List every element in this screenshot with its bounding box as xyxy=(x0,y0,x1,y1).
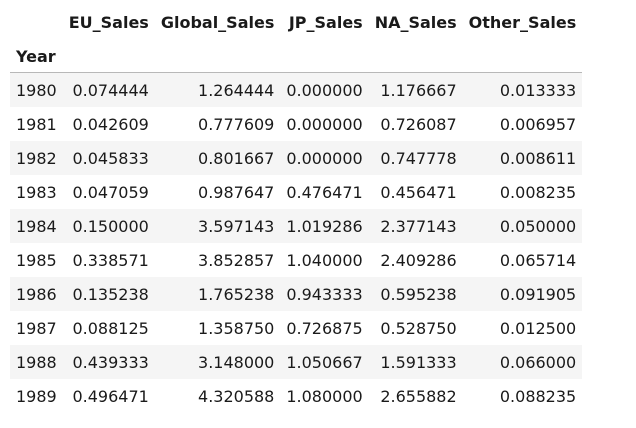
column-header-jp-sales: JP_Sales xyxy=(288,12,363,32)
header-corner xyxy=(10,4,63,40)
index-name: Year xyxy=(10,40,63,73)
cell-other-sales: 0.013333 xyxy=(499,80,577,100)
cell-eu-sales: 0.338571 xyxy=(72,250,149,270)
row-index-year: 1984 xyxy=(16,216,57,236)
row-index-year: 1988 xyxy=(16,352,57,372)
column-header-row: EU_Sales Global_Sales JP_Sales NA_Sales … xyxy=(10,4,582,40)
table-row: 1983 0.047059 0.987647 0.476471 0.456471 0.00… xyxy=(10,175,583,209)
table-row: 1989 0.496471 4.320588 1.080000 2.655882 0.08… xyxy=(10,379,583,413)
cell-eu-sales: 0.045833 xyxy=(72,148,149,168)
cell-eu-sales: 0.047059 xyxy=(72,182,149,202)
cell-eu-sales: 0.088125 xyxy=(72,318,149,338)
row-index-year: 1986 xyxy=(16,284,57,304)
cell-global-sales: 0.801667 xyxy=(198,148,275,168)
cell-global-sales: 3.852857 xyxy=(198,250,275,270)
row-index-year: 1989 xyxy=(16,386,57,406)
index-name-filler xyxy=(62,40,155,73)
index-name-filler xyxy=(280,40,369,73)
table-row: 1987 0.088125 1.358750 0.726875 0.528750 0.01… xyxy=(10,311,583,345)
cell-jp-sales: 1.040000 xyxy=(286,250,363,270)
cell-jp-sales: 0.000000 xyxy=(286,114,363,134)
cell-eu-sales: 0.150000 xyxy=(72,216,149,236)
cell-na-sales: 2.409286 xyxy=(380,250,457,270)
cell-other-sales: 0.091905 xyxy=(499,284,577,304)
column-header-eu-sales: EU_Sales xyxy=(68,12,149,32)
table-row: 1982 0.045833 0.801667 0.000000 0.747778 0.00… xyxy=(10,141,583,175)
table-body: 1980 0.074444 1.264444 0.000000 1.176667 0.01… xyxy=(10,72,583,413)
row-index-year: 1981 xyxy=(16,114,57,134)
index-name-row: Year xyxy=(10,40,583,73)
row-index-year: 1985 xyxy=(16,250,57,270)
table-row: 1986 0.135238 1.765238 0.943333 0.595238 0.09… xyxy=(10,277,583,311)
index-name-filler xyxy=(462,40,583,73)
cell-global-sales: 0.987647 xyxy=(198,182,275,202)
cell-na-sales: 0.747778 xyxy=(380,148,457,168)
table-row: 1980 0.074444 1.264444 0.000000 1.176667 0.01… xyxy=(10,72,583,107)
cell-na-sales: 0.528750 xyxy=(380,318,457,338)
row-index-year: 1987 xyxy=(16,318,57,338)
cell-eu-sales: 0.439333 xyxy=(72,352,149,372)
table-row: 1984 0.150000 3.597143 1.019286 2.377143 0.05… xyxy=(10,209,583,243)
cell-jp-sales: 0.000000 xyxy=(286,148,363,168)
cell-other-sales: 0.050000 xyxy=(499,216,577,236)
cell-na-sales: 1.591333 xyxy=(380,352,457,372)
cell-na-sales: 0.456471 xyxy=(380,182,457,202)
column-header-na-sales: NA_Sales xyxy=(374,12,457,32)
cell-jp-sales: 1.080000 xyxy=(286,386,363,406)
cell-na-sales: 1.176667 xyxy=(380,80,457,100)
cell-other-sales: 0.066000 xyxy=(499,352,577,372)
cell-global-sales: 3.148000 xyxy=(198,352,275,372)
cell-jp-sales: 1.019286 xyxy=(286,216,363,236)
table-row: 1988 0.439333 3.148000 1.050667 1.591333 0.06… xyxy=(10,345,583,379)
cell-global-sales: 1.765238 xyxy=(198,284,275,304)
cell-jp-sales: 0.726875 xyxy=(286,318,363,338)
cell-eu-sales: 0.074444 xyxy=(72,80,149,100)
column-header-global-sales: Global_Sales xyxy=(160,12,275,32)
cell-jp-sales: 0.943333 xyxy=(286,284,363,304)
cell-global-sales: 1.358750 xyxy=(198,318,275,338)
dataframe-table: EU_Sales Global_Sales JP_Sales NA_Sales … xyxy=(10,4,583,413)
cell-global-sales: 0.777609 xyxy=(198,114,275,134)
cell-jp-sales: 1.050667 xyxy=(286,352,363,372)
cell-other-sales: 0.008235 xyxy=(499,182,577,202)
cell-na-sales: 0.726087 xyxy=(380,114,457,134)
table-row: 1981 0.042609 0.777609 0.000000 0.726087 0.00… xyxy=(10,107,583,141)
cell-global-sales: 1.264444 xyxy=(198,80,275,100)
row-index-year: 1980 xyxy=(16,80,57,100)
cell-other-sales: 0.088235 xyxy=(499,386,577,406)
cell-na-sales: 0.595238 xyxy=(380,284,457,304)
cell-jp-sales: 0.000000 xyxy=(286,80,363,100)
cell-global-sales: 3.597143 xyxy=(198,216,275,236)
row-index-year: 1982 xyxy=(16,148,57,168)
cell-jp-sales: 0.476471 xyxy=(286,182,363,202)
cell-other-sales: 0.008611 xyxy=(499,148,577,168)
index-name-filler xyxy=(154,40,281,73)
cell-global-sales: 4.320588 xyxy=(198,386,275,406)
cell-na-sales: 2.655882 xyxy=(380,386,457,406)
table-row: 1985 0.338571 3.852857 1.040000 2.409286 0.06… xyxy=(10,243,583,277)
cell-other-sales: 0.012500 xyxy=(499,318,577,338)
cell-other-sales: 0.006957 xyxy=(499,114,577,134)
cell-other-sales: 0.065714 xyxy=(499,250,577,270)
cell-eu-sales: 0.496471 xyxy=(72,386,149,406)
index-name-filler xyxy=(368,40,463,73)
row-index-year: 1983 xyxy=(16,182,57,202)
cell-eu-sales: 0.135238 xyxy=(72,284,149,304)
cell-eu-sales: 0.042609 xyxy=(72,114,149,134)
cell-na-sales: 2.377143 xyxy=(380,216,457,236)
column-header-other-sales: Other_Sales xyxy=(468,12,577,32)
